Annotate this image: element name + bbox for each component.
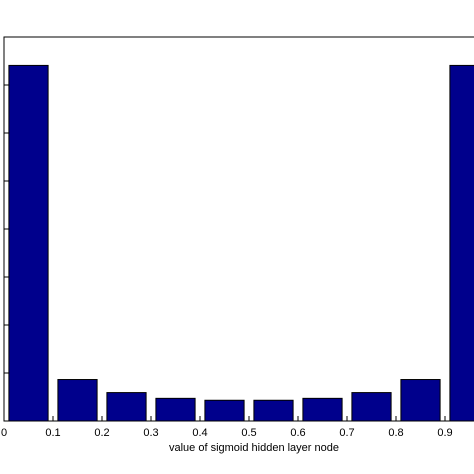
x-tick-label: 0.5 [241,427,256,439]
bar-0.6 [302,397,343,422]
plot-area [3,36,474,422]
bar-0.8 [400,379,441,422]
x-ticks-group: 0 0.1 0.2 0.3 0.4 0.5 0.6 0.7 0.8 0.9 [1,416,453,439]
bars-group [8,64,474,422]
x-tick-label: 0.7 [339,427,354,439]
x-tick-label: 0.1 [45,427,60,439]
x-tick-label: 0.2 [94,427,109,439]
bar-0.9 [449,64,474,422]
x-tick-label: 0 [1,427,7,439]
bar-0 [8,64,49,422]
bar-0.1 [57,379,98,422]
bar-0.4 [204,399,245,422]
x-tick-label: 0.3 [143,427,158,439]
x-axis-label: value of sigmoid hidden layer node [169,442,339,454]
x-tick-label: 0.9 [437,427,452,439]
bar-0.7 [351,392,392,422]
x-tick-label: 0.6 [290,427,305,439]
bar-0.3 [155,397,196,422]
bar-0.5 [253,399,294,422]
x-tick-label: 0.4 [192,427,207,439]
bar-0.2 [106,392,147,422]
y-ticks-group [4,36,9,422]
x-tick-label: 0.8 [388,427,403,439]
